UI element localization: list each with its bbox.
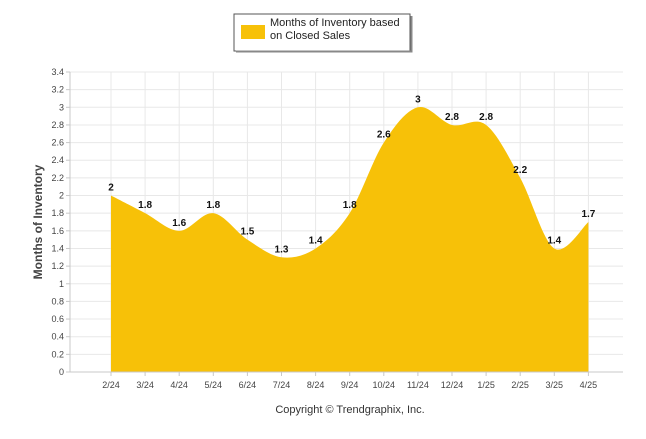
data-label: 2 — [108, 183, 114, 194]
y-tick-label: 1.4 — [51, 243, 64, 253]
legend: Months of Inventory based on Closed Sale… — [233, 13, 413, 53]
data-label: 1.7 — [581, 209, 595, 220]
data-label: 1.8 — [138, 200, 152, 211]
x-tick-label: 5/24 — [205, 380, 223, 390]
x-tick-label: 8/24 — [307, 380, 325, 390]
legend-label-line-2: on Closed Sales — [270, 30, 351, 42]
y-tick-label: 2.6 — [51, 138, 64, 148]
area-series-months-of-inventory — [111, 106, 589, 372]
x-tick-label: 4/24 — [170, 380, 188, 390]
legend-label-line-1: Months of Inventory based — [270, 17, 400, 29]
y-tick-label: 2 — [59, 191, 64, 201]
data-label: 1.8 — [343, 200, 357, 211]
x-tick-label: 2/25 — [511, 380, 529, 390]
x-tick-label: 3/25 — [546, 380, 564, 390]
y-tick-label: 2.4 — [51, 155, 64, 165]
data-label: 2.6 — [377, 130, 391, 141]
x-tick-label: 9/24 — [341, 380, 359, 390]
x-tick-label: 1/25 — [477, 380, 495, 390]
y-tick-label: 0 — [59, 367, 64, 377]
x-tick-label: 12/24 — [441, 380, 464, 390]
x-tick-label: 6/24 — [239, 380, 257, 390]
data-label: 1.4 — [547, 235, 561, 246]
y-tick-label: 3.2 — [51, 85, 64, 95]
legend-swatch — [241, 25, 265, 39]
x-tick-label: 3/24 — [136, 380, 154, 390]
x-tick-label: 11/24 — [407, 380, 429, 390]
area-layer — [111, 106, 589, 372]
data-label: 1.6 — [172, 218, 186, 229]
y-tick-label: 2.2 — [51, 173, 64, 183]
y-tick-label: 0.6 — [51, 314, 64, 324]
y-tick-label: 1.2 — [51, 261, 64, 271]
axis-layer: 0 0.2 0.4 0.6 0.8 1 1.2 1.4 1.6 1.8 2 2.2 2.4 2.6 2.8 3… — [51, 67, 623, 390]
y-tick-label: 1.6 — [51, 226, 64, 236]
copyright-text: Copyright © Trendgraphix, Inc. — [275, 404, 424, 416]
y-axis-title: Months of Inventory — [31, 164, 45, 279]
y-tick-label: 2.8 — [51, 120, 64, 130]
x-tick-label: 7/24 — [273, 380, 291, 390]
data-label: 2.2 — [513, 165, 527, 176]
y-tick-label: 3 — [59, 102, 64, 112]
data-label: 1.4 — [309, 235, 323, 246]
y-tick-label: 0.2 — [51, 349, 64, 359]
data-label: 3 — [415, 94, 421, 105]
data-label: 1.3 — [275, 244, 289, 255]
y-tick-label: 1 — [59, 279, 64, 289]
data-label: 1.5 — [240, 227, 254, 238]
data-label: 1.8 — [206, 200, 220, 211]
data-label: 2.8 — [445, 112, 459, 123]
x-tick-label: 10/24 — [373, 380, 396, 390]
x-tick-label: 4/25 — [580, 380, 598, 390]
y-tick-label: 0.4 — [51, 332, 64, 342]
y-tick-label: 0.8 — [51, 296, 64, 306]
y-tick-label: 1.8 — [51, 208, 64, 218]
x-tick-label: 2/24 — [102, 380, 120, 390]
y-tick-label: 3.4 — [51, 67, 64, 77]
data-label: 2.8 — [479, 112, 493, 123]
label-layer: 2 1.8 1.6 1.8 1.5 1.3 1.4 1.8 2.6 3 2.8 2.8 2.2 1.4 1.… — [108, 94, 596, 255]
